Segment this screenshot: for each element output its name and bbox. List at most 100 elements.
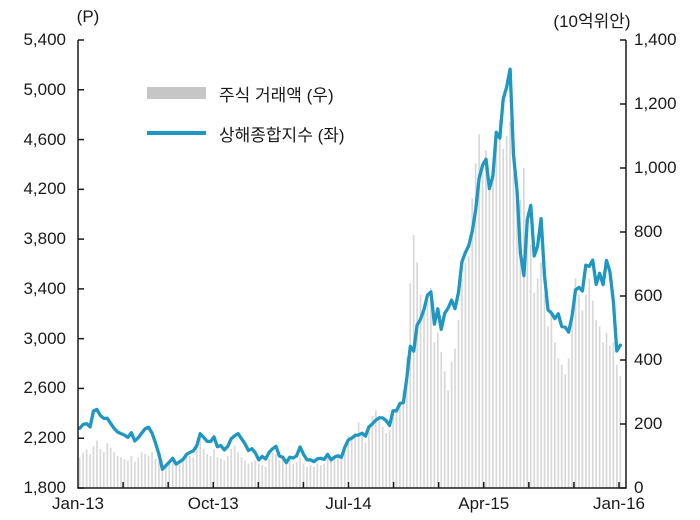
volume-bar — [481, 172, 484, 489]
volume-bar — [226, 456, 229, 488]
volume-bar — [302, 463, 305, 488]
volume-bar — [240, 457, 243, 488]
volume-bar — [388, 429, 391, 488]
volume-bar — [140, 452, 143, 488]
volume-bar — [154, 458, 157, 488]
volume-bar — [512, 172, 515, 489]
right-axis-tick-label: 1,000 — [634, 158, 677, 177]
x-axis-tick-label: Oct-13 — [187, 494, 239, 513]
volume-bar — [536, 278, 539, 488]
volume-bar — [516, 198, 518, 488]
volume-bar — [519, 200, 522, 488]
volume-bar — [313, 466, 315, 488]
volume-bar — [409, 283, 412, 488]
volume-bar — [540, 262, 542, 488]
volume-bar — [447, 390, 449, 488]
volume-bar — [309, 464, 312, 488]
right-axis-tick-label: 200 — [634, 414, 663, 433]
volume-bar — [581, 310, 584, 488]
volume-bar — [199, 439, 202, 488]
volume-bar — [602, 342, 604, 488]
volume-bar — [337, 455, 339, 488]
volume-bar — [368, 429, 370, 488]
volume-bar — [612, 342, 615, 488]
volume-bar — [543, 294, 546, 488]
volume-bar — [99, 448, 102, 488]
volume-bar — [278, 460, 281, 488]
volume-bar — [454, 348, 456, 488]
volume-bar — [343, 445, 346, 488]
volume-bar — [261, 464, 264, 488]
volume-bar — [495, 134, 498, 488]
volume-bar — [96, 440, 98, 488]
index-line — [78, 67, 622, 471]
volume-bar — [574, 278, 577, 488]
right-axis-unit-label: (10억위안) — [553, 12, 631, 31]
volume-bar — [392, 410, 394, 488]
volume-bar — [564, 374, 567, 488]
volume-bar — [509, 121, 511, 488]
volume-bar — [247, 463, 250, 488]
volume-bar — [82, 452, 85, 488]
volume-bar — [350, 438, 353, 488]
volume-bar — [357, 422, 360, 488]
volume-bar — [216, 457, 219, 488]
left-axis-tick-label: 1,800 — [23, 478, 66, 497]
volume-bar — [213, 448, 215, 488]
volume-bar — [271, 452, 274, 488]
legend-item-volume: 주식 거래액 (우) — [147, 82, 345, 105]
volume-bar — [547, 326, 549, 488]
right-axis-tick-label: 400 — [634, 350, 663, 369]
volume-bar — [399, 404, 401, 488]
volume-bar — [192, 457, 195, 488]
volume-bar — [430, 288, 432, 488]
volume-bar — [285, 461, 288, 488]
volume-bar — [440, 352, 443, 488]
x-axis-tick-label: Apr-15 — [458, 494, 510, 513]
left-axis-tick-label: 5,000 — [23, 79, 66, 99]
volume-bar — [423, 307, 425, 488]
right-axis-tick-label: 0 — [634, 478, 644, 497]
volume-bar — [571, 320, 573, 488]
volume-bar — [133, 461, 136, 488]
volume-bar — [488, 182, 491, 488]
volume-bar — [164, 464, 167, 488]
volume-bar — [120, 457, 122, 488]
volume-bar — [113, 452, 115, 488]
volume-bar — [182, 459, 184, 488]
volume-bar — [457, 320, 460, 488]
volume-bar — [116, 456, 119, 488]
volume-bar — [92, 446, 95, 488]
volume-bar — [109, 447, 112, 488]
right-axis-tick-label: 800 — [634, 222, 663, 241]
volume-bar — [130, 456, 133, 488]
volume-bar — [288, 460, 291, 488]
volume-bar — [251, 461, 253, 488]
volume-bar — [505, 136, 508, 488]
volume-bar — [330, 460, 332, 488]
volume-bar — [588, 278, 591, 488]
volume-bar — [264, 466, 267, 488]
volume-bar — [292, 463, 295, 488]
volume-bar — [609, 345, 611, 488]
volume-bar — [299, 457, 301, 488]
volume-bar — [578, 294, 580, 488]
volume-bar — [461, 278, 463, 488]
volume-bar — [319, 464, 322, 488]
x-axis-tick-label: Jan-16 — [593, 494, 645, 513]
volume-bar — [161, 460, 164, 488]
volume-bar — [361, 436, 363, 488]
volume-bar — [102, 452, 105, 488]
volume-bar — [526, 225, 529, 488]
volume-bar-swatch-icon — [147, 87, 206, 99]
volume-bar — [89, 454, 91, 488]
volume-bar — [474, 163, 477, 488]
volume-bar — [171, 460, 174, 488]
volume-bar — [178, 464, 181, 488]
legend-label-volume: 주식 거래액 (우) — [219, 85, 334, 105]
x-axis-tick-label: Jan-13 — [52, 494, 104, 513]
volume-bar — [347, 436, 350, 488]
volume-bar — [354, 432, 357, 488]
